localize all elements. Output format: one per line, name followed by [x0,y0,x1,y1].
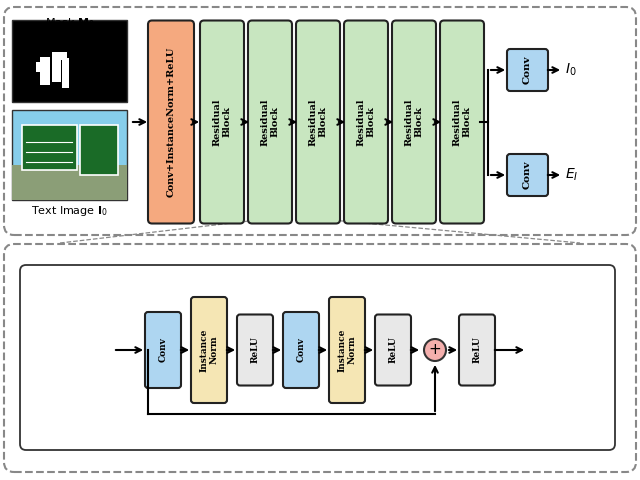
FancyBboxPatch shape [507,154,548,196]
FancyBboxPatch shape [296,21,340,224]
Text: Residual
Block: Residual Block [308,98,328,146]
FancyBboxPatch shape [145,312,181,388]
Bar [22,125,77,170]
Bar [52,60,61,82]
Circle shape [424,339,446,361]
Text: +: + [429,343,442,358]
Text: Mask $\mathbf{M}_0$: Mask $\mathbf{M}_0$ [45,16,94,30]
Bar [12,20,127,102]
FancyBboxPatch shape [375,314,411,385]
FancyBboxPatch shape [200,21,244,224]
FancyBboxPatch shape [459,314,495,385]
Text: Residual
Block: Residual Block [452,98,472,146]
FancyBboxPatch shape [392,21,436,224]
Bar [36,62,42,72]
FancyBboxPatch shape [191,297,227,403]
FancyBboxPatch shape [283,312,319,388]
Text: Residual
Block: Residual Block [212,98,232,146]
FancyBboxPatch shape [344,21,388,224]
FancyBboxPatch shape [20,265,615,450]
Text: $E_I$: $E_I$ [565,167,579,183]
Text: Instance
Norm: Instance Norm [199,328,219,372]
Text: ReLU: ReLU [250,336,259,363]
Text: $I_0$: $I_0$ [565,62,577,78]
FancyBboxPatch shape [237,314,273,385]
Bar [62,58,69,88]
Bar [52,52,67,60]
Text: ReLU: ReLU [472,336,481,363]
Text: Conv: Conv [523,56,532,84]
Text: Conv: Conv [523,161,532,189]
FancyBboxPatch shape [248,21,292,224]
Text: ReLU: ReLU [388,336,397,363]
Text: Text Image $\mathbf{I}_0$: Text Image $\mathbf{I}_0$ [31,204,108,218]
Text: Conv: Conv [296,337,305,362]
FancyBboxPatch shape [148,21,194,224]
Text: Residual
Block: Residual Block [260,98,280,146]
Bar [80,125,118,175]
Bar [40,57,50,85]
FancyBboxPatch shape [507,49,548,91]
Bar [12,110,127,200]
Bar [12,165,127,200]
Text: Residual
Block: Residual Block [404,98,424,146]
Text: Conv+InstanceNorm+ReLU: Conv+InstanceNorm+ReLU [166,47,175,197]
Text: Residual
Block: Residual Block [356,98,376,146]
FancyBboxPatch shape [329,297,365,403]
Text: Instance
Norm: Instance Norm [337,328,356,372]
FancyBboxPatch shape [440,21,484,224]
Text: Conv: Conv [159,337,168,362]
